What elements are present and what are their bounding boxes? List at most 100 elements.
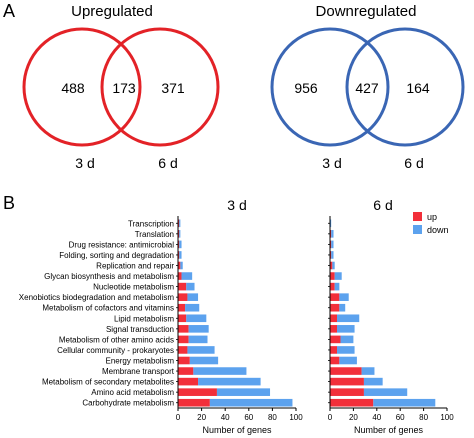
bar-up-6d [330,272,335,280]
x-tick-label-6d: 0 [328,413,333,422]
bar-up-3d [178,325,189,333]
venn-downregulated: Downregulated 956 427 164 3 d 6 d [270,3,465,171]
bar-down-6d [334,272,342,280]
bar-up-6d [330,314,338,323]
x-tick-label-6d: 20 [349,413,358,422]
bar-down-3d [180,261,183,270]
category-label: Energy metabolism [106,357,175,366]
bar-up-6d [330,282,335,291]
venn-up-right-count: 371 [161,80,185,96]
venn-circle-down-6d [345,27,465,147]
bar-down-6d [337,314,360,323]
bar-up-3d [178,303,186,312]
venn-up-left-label: 3 d [75,155,94,171]
bar-up-3d [178,388,217,396]
bar-down-6d [331,240,334,249]
bar-up-3d [178,367,194,375]
bar-up-6d [330,367,362,375]
category-label: Metabolism of other amino acids [59,335,174,344]
bar-down-3d [186,282,195,291]
bar-panel-3d: 0 20 40 60 80 100 Number of genes [176,216,303,435]
venn-up-overlap-count: 173 [112,80,136,96]
bar-down-3d [188,325,209,333]
venn-down-left-label: 3 d [322,155,341,171]
venn-circle-down-3d [270,27,390,147]
bar-panel-6d: 0 20 40 60 80 100 Number of genes [328,216,454,435]
bar-down-3d [185,303,200,312]
category-label: Metabolism of secondary metabolites [42,378,174,387]
venn-circle-up-6d [100,27,220,147]
bar-up-3d [178,377,199,386]
bar-down-3d [187,346,215,354]
bar-down-3d [189,356,219,365]
legend-label-down: down [427,225,449,235]
bar-down-6d [363,388,408,396]
bar-up-3d [178,261,181,270]
venn-circle-up-3d [22,27,142,147]
venn-title-down: Downregulated [316,3,417,20]
venn-down-right-count: 164 [406,80,430,96]
bar-up-6d [330,303,340,312]
category-label: Signal transduction [106,325,174,334]
bar-up-3d [178,251,180,259]
bar-down-3d [193,367,247,375]
bar-up-6d [330,377,364,386]
category-label: Transcription [128,219,174,228]
venn-upregulated: Upregulated 488 173 371 3 d 6 d [22,3,220,171]
x-tick-label-6d: 80 [419,413,428,422]
venn-down-left-count: 956 [294,80,318,96]
bar-down-6d [334,282,340,291]
bar-up-6d [330,346,338,354]
bar-down-6d [340,335,354,344]
venn-down-overlap-count: 427 [355,80,379,96]
bar-panel-title-6d: 6 d [373,197,392,213]
category-label: Metabolism of cofactors and vitamins [42,304,174,313]
bar-up-6d [330,398,374,407]
bar-up-3d [178,335,189,344]
x-tick-label-3d: 100 [289,413,303,422]
x-tick-label-6d: 60 [396,413,405,422]
bar-up-6d [330,325,338,333]
bar-down-3d [216,388,271,396]
bar-up-3d [178,272,182,280]
panel-a-letter: A [3,1,15,21]
bar-down-3d [198,377,261,386]
x-axis-label-6d: Number of genes [354,425,424,435]
bar-up-6d [330,240,332,249]
legend-swatch-down [413,225,422,234]
bar-up-3d [178,240,180,249]
bar-up-6d [330,261,333,270]
bar-down-6d [339,293,349,301]
category-label: Drug resistance: antimicrobial [69,240,175,249]
venn-title-up: Upregulated [71,3,153,20]
category-label: Cellular community - prokaryotes [57,346,174,355]
category-label: Xenobiotics biodegradation and metabolis… [19,293,175,302]
x-tick-label-3d: 0 [176,413,181,422]
category-label: Translation [135,230,174,239]
category-label: Folding, sorting and degradation [59,251,174,260]
bar-down-3d [209,398,293,407]
bar-up-3d [178,293,188,301]
bar-up-3d [178,230,180,238]
bar-down-6d [332,261,335,270]
bar-up-3d [178,219,180,228]
bar-down-6d [337,346,355,354]
bar-up-3d [178,314,187,323]
bar-down-6d [373,398,436,407]
bar-up-6d [330,356,340,365]
bar-down-3d [179,219,181,228]
category-label: Replication and repair [96,262,174,271]
bar-up-6d [330,335,341,344]
bar-down-3d [181,272,193,280]
legend-label-up: up [427,212,437,222]
x-tick-label-6d: 100 [440,413,454,422]
bar-up-3d [178,398,210,407]
bar-down-6d [361,367,375,375]
bar-down-6d [339,303,346,312]
venn-up-left-count: 488 [61,80,85,96]
bar-down-3d [186,314,207,323]
panel-b-letter: B [3,193,15,213]
bar-down-3d [179,251,182,259]
bar-down-3d [188,335,208,344]
